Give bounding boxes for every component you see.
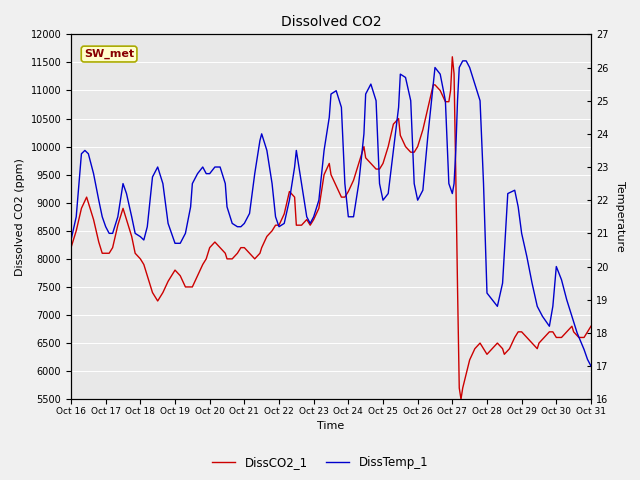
DissTemp_1	[587, 363, 595, 369]
DissCO2_1	[587, 324, 595, 329]
DissTemp_1	[189, 180, 196, 186]
DissTemp_1	[67, 237, 75, 243]
Text: SW_met: SW_met	[84, 49, 134, 59]
DissTemp_1	[119, 180, 127, 186]
DissCO2_1	[67, 245, 75, 251]
Title: Dissolved CO2: Dissolved CO2	[281, 15, 381, 29]
Line: DissTemp_1: DissTemp_1	[71, 61, 591, 366]
Legend: DissCO2_1, DissTemp_1: DissCO2_1, DissTemp_1	[207, 452, 433, 474]
DissCO2_1	[563, 329, 570, 335]
DissCO2_1	[523, 335, 531, 340]
DissTemp_1	[291, 164, 298, 170]
DissTemp_1	[552, 264, 560, 269]
Line: DissCO2_1: DissCO2_1	[71, 57, 591, 399]
DissTemp_1	[419, 187, 427, 193]
DissCO2_1	[194, 273, 202, 278]
X-axis label: Time: Time	[317, 421, 344, 432]
DissTemp_1	[459, 58, 467, 64]
Y-axis label: Dissolved CO2 (ppm): Dissolved CO2 (ppm)	[15, 158, 25, 276]
DissTemp_1	[395, 105, 403, 110]
DissCO2_1	[206, 245, 214, 251]
DissCO2_1	[457, 396, 465, 402]
DissCO2_1	[402, 144, 410, 149]
Y-axis label: Temperature: Temperature	[615, 181, 625, 252]
DissCO2_1	[511, 335, 518, 340]
DissCO2_1	[449, 54, 456, 60]
